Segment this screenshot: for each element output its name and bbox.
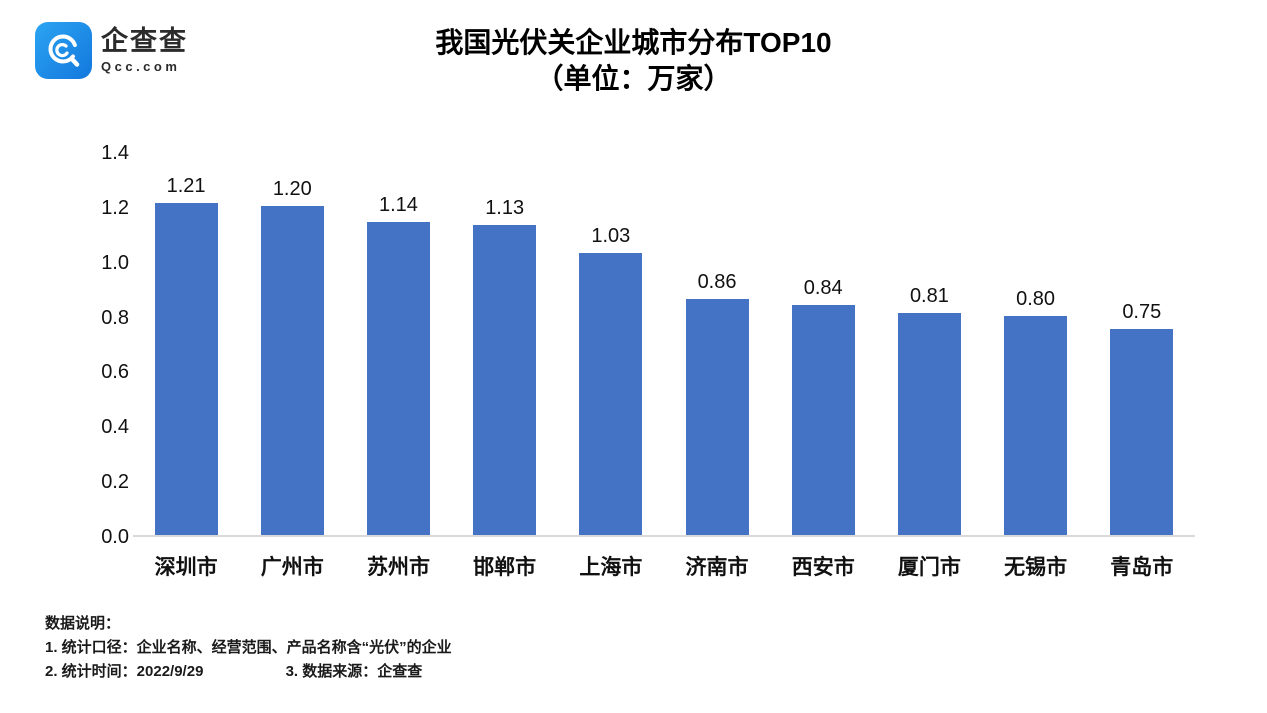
y-tick-label: 1.0 xyxy=(101,251,129,274)
bar-column: 1.03 xyxy=(558,153,663,535)
qcc-logo-domain: Qcc.com xyxy=(101,59,181,74)
y-axis: 0.0 0.2 0.4 0.6 0.8 1.0 1.2 1.4 xyxy=(85,143,133,547)
qcc-logo-icon xyxy=(35,22,92,79)
notes-data-source: 3. 数据来源：企查查 xyxy=(285,663,423,680)
x-axis-category-label: 厦门市 xyxy=(897,556,961,579)
bar-column: 1.13 xyxy=(452,153,557,535)
bar xyxy=(897,312,961,535)
y-tick-label: 0.4 xyxy=(101,416,129,439)
bar-column: 0.75 xyxy=(1089,153,1194,535)
y-tick-label: 0.8 xyxy=(101,306,129,329)
qcc-logo: 企查查 Qcc.com xyxy=(35,22,188,79)
bar-value-label: 0.86 xyxy=(697,271,737,294)
y-tick-label: 1.4 xyxy=(101,142,129,164)
notes-stat-time: 2. 统计时间：2022/9/29 xyxy=(45,663,204,680)
bar-column: 1.14 xyxy=(346,153,451,535)
bar-value-label: 0.81 xyxy=(909,284,949,307)
bar xyxy=(366,222,430,535)
chart-title-block: 我国光伏关企业城市分布TOP10 （单位：万家） xyxy=(0,25,1267,97)
bar-value-label: 0.84 xyxy=(803,276,843,299)
bar-chart: 0.0 0.2 0.4 0.6 0.8 1.0 1.2 1.4 1.21 1.20 1.14 1.1… xyxy=(85,143,1195,581)
bar-column: 0.80 xyxy=(983,153,1088,535)
notes-line-1: 1. 统计口径：企业名称、经营范围、产品名称含“光伏”的企业 xyxy=(45,639,452,656)
bar-value-label: 1.14 xyxy=(379,194,418,217)
data-notes: 数据说明： 1. 统计口径：企业名称、经营范围、产品名称含“光伏”的企业 2. … xyxy=(45,612,452,684)
x-axis-labels: 深圳市 广州市 苏州市 邯郸市 上海市 济南市 西安市 厦门市 无锡市 青岛市 xyxy=(133,551,1195,581)
bar xyxy=(1110,329,1174,535)
magnifier-q-icon xyxy=(48,34,79,67)
notes-heading: 数据说明： xyxy=(45,615,121,632)
y-tick-label: 1.2 xyxy=(101,196,129,219)
x-axis-category-label: 西安市 xyxy=(791,556,855,579)
x-axis-category-label: 广州市 xyxy=(260,556,324,579)
bar-column: 0.81 xyxy=(877,153,982,535)
x-axis-category-label: 深圳市 xyxy=(154,556,218,579)
x-axis-category-label: 济南市 xyxy=(685,556,749,579)
y-tick-label: 0.6 xyxy=(101,361,129,384)
bar-column: 0.84 xyxy=(771,153,876,535)
bar-column: 1.21 xyxy=(134,153,239,535)
bar xyxy=(579,252,643,535)
bar-value-label: 1.03 xyxy=(591,224,631,247)
bar-value-label: 1.13 xyxy=(485,197,525,220)
qcc-logo-name: 企查查 xyxy=(101,26,188,56)
bar xyxy=(260,205,324,535)
bar-column: 0.86 xyxy=(665,153,770,535)
bar-value-label: 1.21 xyxy=(166,175,206,198)
bar-value-label: 1.20 xyxy=(272,177,312,200)
x-axis-category-label: 上海市 xyxy=(579,556,643,579)
bar xyxy=(473,225,537,535)
plot-area: 1.21 1.20 1.14 1.13 1.03 0.86 0.84 0.81 0.80 0.75 xyxy=(133,153,1195,537)
y-tick-label: 0.2 xyxy=(101,471,129,494)
x-axis-category-label: 无锡市 xyxy=(1004,556,1068,579)
bar xyxy=(154,203,218,535)
bar-value-label: 0.80 xyxy=(1016,287,1056,310)
bar xyxy=(1004,315,1068,535)
chart-title: 我国光伏关企业城市分布TOP10 xyxy=(435,27,832,58)
bar xyxy=(791,304,855,535)
notes-line-2: 2. 统计时间：2022/9/29 3. 数据来源：企查查 xyxy=(45,660,452,684)
bar xyxy=(685,299,749,535)
bar-column: 1.20 xyxy=(240,153,345,535)
chart-body: 0.0 0.2 0.4 0.6 0.8 1.0 1.2 1.4 1.21 1.20 1.14 1.1… xyxy=(85,143,1195,547)
chart-subtitle: （单位：万家） xyxy=(535,63,732,94)
x-axis-category-label: 青岛市 xyxy=(1110,556,1174,579)
x-axis-category-label: 邯郸市 xyxy=(473,556,537,579)
bar-value-label: 0.75 xyxy=(1122,301,1162,324)
x-axis-category-label: 苏州市 xyxy=(366,556,430,579)
y-tick-label: 0.0 xyxy=(101,526,129,548)
qcc-logo-text: 企查查 Qcc.com xyxy=(101,22,188,74)
